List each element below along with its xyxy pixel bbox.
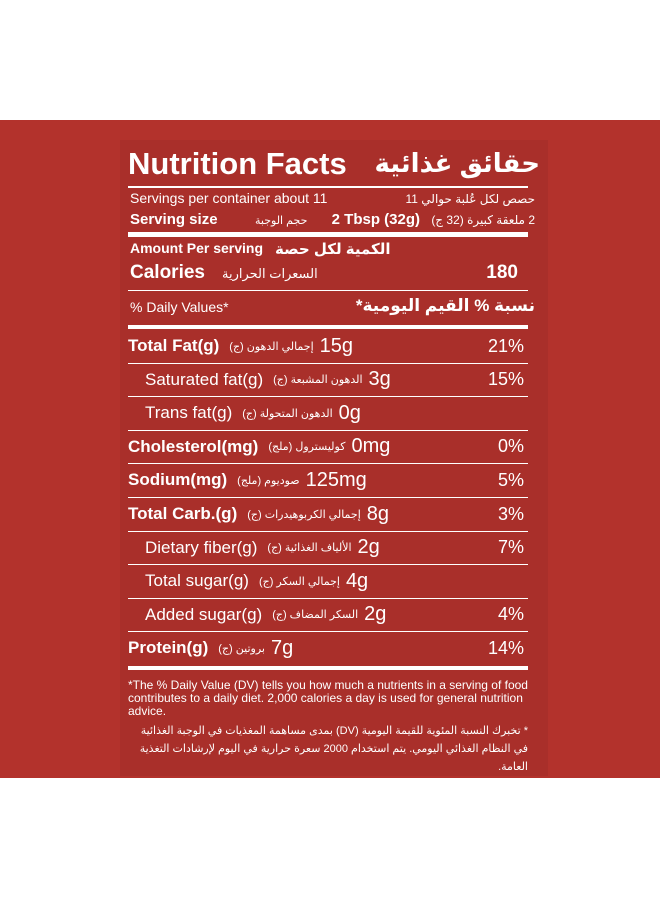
calories-label-ar: السعرات الحرارية (222, 266, 318, 281)
nutrient-amount: 3g (368, 368, 391, 391)
nutrient-amount: 2g (364, 603, 387, 626)
servings-ar: حصص لكل عُلبة حوالي 11 (405, 192, 536, 206)
nutrient-amount: 4g (345, 569, 369, 592)
nutrient-name: Trans fat(g) (145, 403, 233, 423)
nutrient-name-ar: صوديوم (ملج) (237, 474, 300, 487)
daily-value: 15% (487, 369, 524, 390)
nutrient-row: Added sugar(g) السكر المضاف (ج) 2g 4% (128, 600, 524, 630)
divider (128, 325, 528, 329)
nutrient-row: Total Fat(g) إجمالي الدهون (ج) 15g 21% (128, 331, 524, 361)
serving-size-ar: 2 ملعقة كبيرة (32 ج) (431, 213, 535, 227)
divider (128, 631, 528, 633)
nutrient-name: Added sugar(g) (145, 604, 263, 624)
calories-label: Calories (130, 262, 205, 283)
divider (128, 232, 528, 237)
daily-value: 0% (497, 436, 524, 457)
divider (128, 666, 528, 670)
title: Nutrition Facts (128, 146, 347, 181)
nutrient-name-ar: الألياف الغذائية (ج) (267, 542, 352, 555)
daily-value: 21% (487, 335, 524, 356)
title-ar: حقائق غذائية (374, 148, 540, 178)
amount-per-serving-ar: الكمية لكل حصة (275, 241, 391, 258)
daily-values-label: % Daily Values* (130, 299, 229, 315)
nutrient-name-ar: السكر المضاف (ج) (272, 609, 359, 622)
divider (128, 497, 528, 498)
nutrient-row: Saturated fat(g) الدهون المشبعة (ج) 3g 15% (128, 365, 524, 395)
footnote-ar: * تخبرك النسبة المئوية للقيمة اليومية (D… (139, 725, 528, 773)
daily-value: 3% (497, 503, 524, 524)
nutrient-name-ar: إجمالي الكربوهيدرات (ج) (247, 508, 361, 521)
nutrient-name-ar: الدهون المشبعة (ج) (273, 374, 363, 387)
nutrient-row: Cholesterol(mg) كوليسترول (ملج) 0mg 0% (128, 432, 524, 462)
nutrient-name-ar: إجمالي السكر (ج) (258, 575, 340, 588)
nutrient-amount: 15g (319, 334, 354, 357)
daily-values-label-ar: نسبة % القيم اليومية* (355, 296, 535, 315)
nutrient-amount: 7g (270, 636, 294, 659)
nutrient-row: Dietary fiber(g) الألياف الغذائية (ج) 2g 7% (128, 533, 524, 563)
nutrient-amount: 8g (366, 502, 390, 525)
daily-value: 4% (497, 604, 524, 625)
divider (128, 463, 528, 465)
nutrient-name-ar: كوليسترول (ملج) (268, 441, 346, 454)
nutrient-name: Total Carb.(g) (128, 504, 238, 523)
nutrient-name: Total Fat(g) (128, 336, 220, 355)
nutrient-row: Trans fat(g) الدهون المتحولة (ج) 0g (128, 398, 524, 428)
serving-size-label-ar: حجم الوجبة (255, 215, 308, 227)
label-panel (120, 140, 548, 776)
divider (128, 597, 528, 599)
nutrient-name-ar: الدهون المتحولة (ج) (242, 407, 333, 420)
nutrient-row: Total Carb.(g) إجمالي الكربوهيدرات (ج) 8g 3… (128, 499, 524, 529)
serving-size-label: Serving size (130, 211, 218, 228)
divider (128, 362, 528, 364)
nutrient-amount: 2g (357, 536, 380, 559)
calories-value: 180 (486, 262, 518, 283)
nutrient-name: Saturated fat(g) (145, 369, 264, 389)
nutrient-row: Sodium(mg) صوديوم (ملج) 125mg 5% (128, 465, 524, 495)
servings: Servings per container about 11 (130, 190, 328, 206)
divider (128, 530, 528, 532)
nutrient-name-ar: إجمالي الدهون (ج) (229, 340, 314, 353)
footnote: *The % Daily Value (DV) tells you how mu… (128, 678, 528, 718)
nutrient-name: Cholesterol(mg) (128, 436, 259, 456)
nutrient-row: Total sugar(g) إجمالي السكر (ج) 4g (128, 566, 524, 596)
daily-value: 7% (497, 537, 524, 558)
nutrient-row: Protein(g) بروتين (ج) 7g 14% (128, 633, 524, 663)
divider (128, 396, 528, 398)
nutrient-amount: 0g (338, 401, 361, 424)
divider (128, 186, 528, 188)
nutrient-name: Sodium(mg) (128, 470, 228, 490)
divider (128, 290, 528, 291)
divider (128, 429, 528, 431)
nutrient-name-ar: بروتين (ج) (218, 642, 265, 655)
nutrient-name: Protein(g) (128, 638, 209, 658)
nutrient-amount: 125mg (305, 468, 367, 491)
nutrient-name: Dietary fiber(g) (145, 537, 258, 557)
divider (128, 564, 528, 566)
daily-value: 14% (487, 637, 524, 658)
amount-per-serving: Amount Per serving (130, 240, 264, 256)
daily-value: 5% (497, 469, 524, 490)
nutrient-name: Total sugar(g) (145, 571, 249, 591)
nutrient-amount: 0mg (351, 435, 391, 458)
serving-size: 2 Tbsp (32g) (331, 211, 420, 228)
